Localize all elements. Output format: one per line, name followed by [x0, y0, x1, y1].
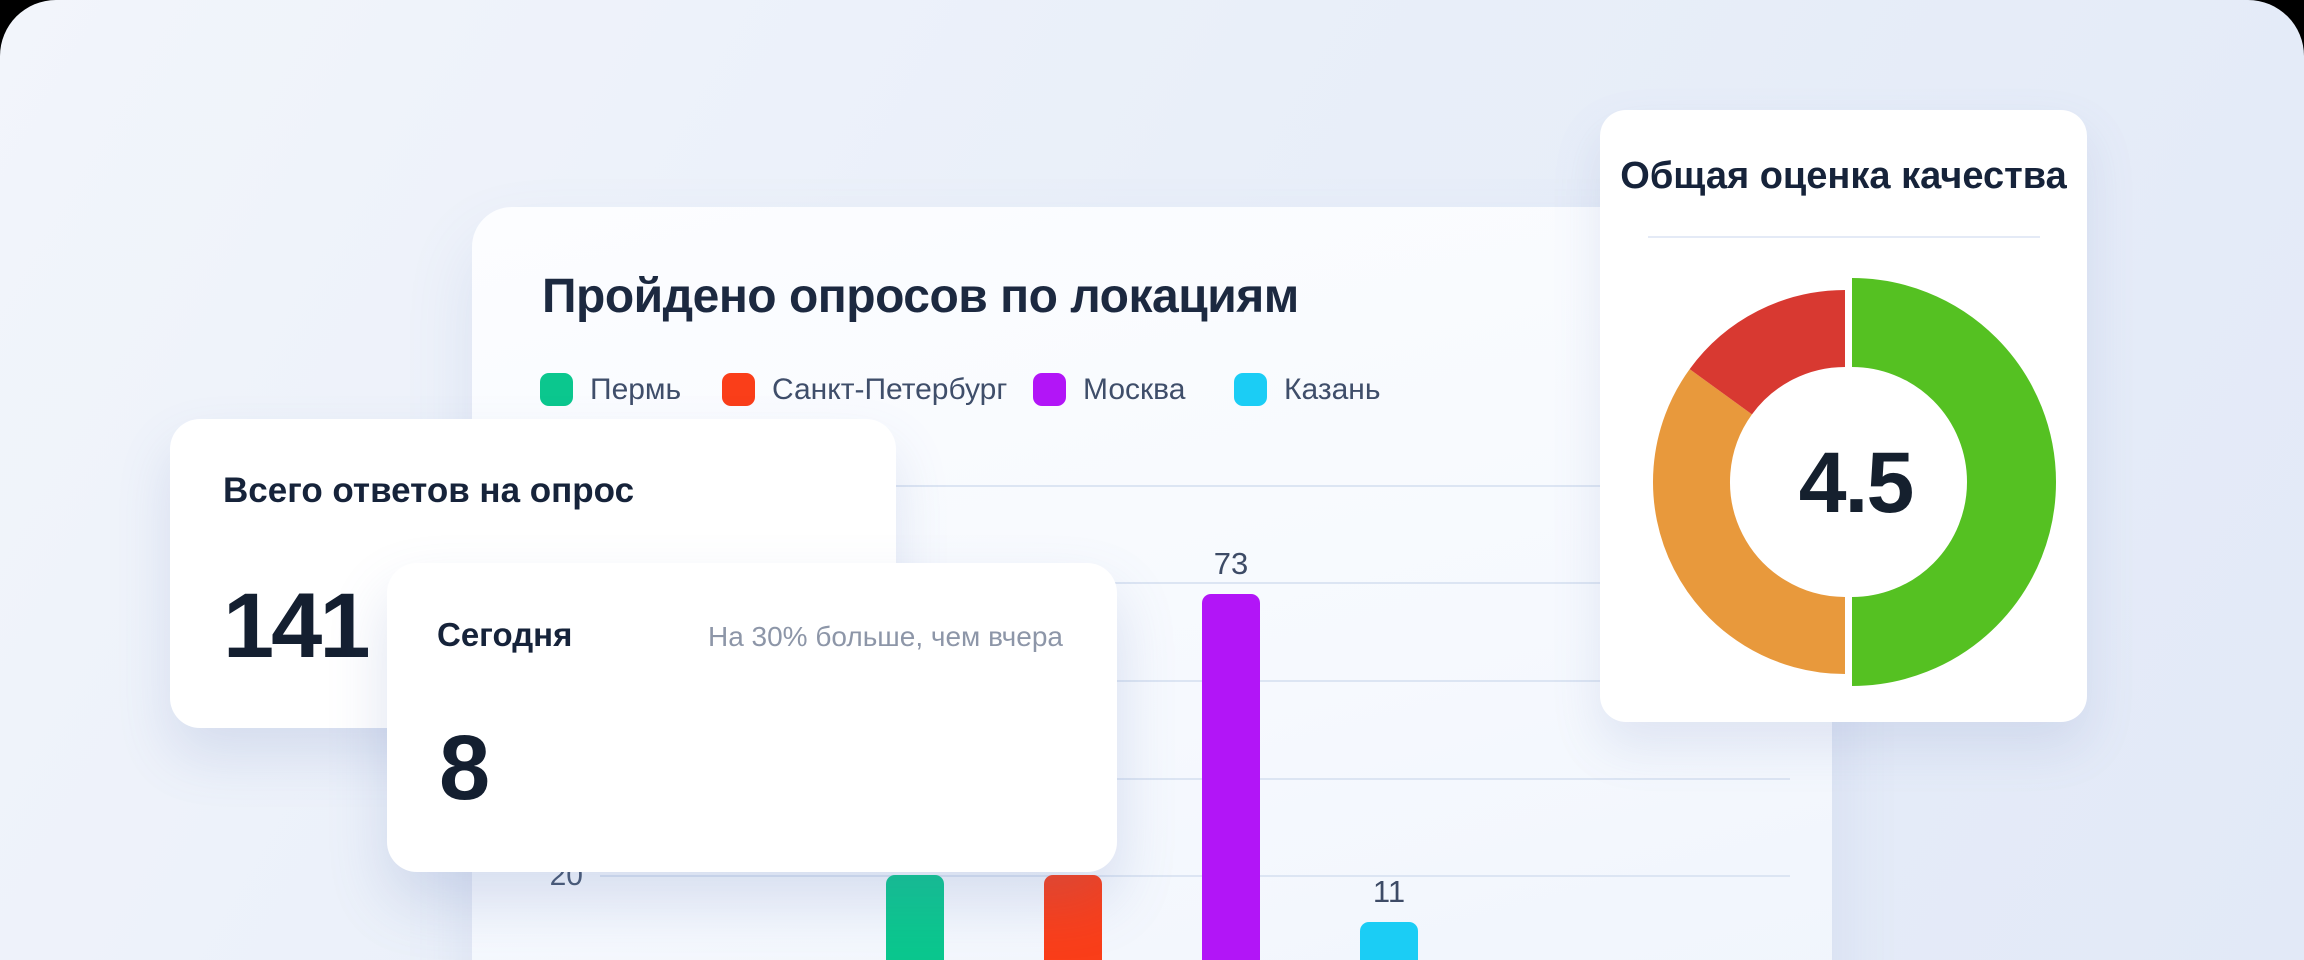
legend-item-3[interactable]: Москва: [1033, 373, 1185, 406]
gridline-100: [600, 484, 1790, 487]
legend-label: Москва: [1083, 372, 1186, 406]
legend-item-2[interactable]: Санкт-Петербург: [722, 373, 1007, 406]
donut-slice-medium[interactable]: [1653, 369, 1846, 674]
quality-score-value: 4.5: [1798, 435, 1915, 531]
gridline-20: [600, 875, 1790, 878]
total-answers-value: 141: [223, 575, 370, 677]
quality-donut-chart: [1653, 278, 2056, 686]
legend-swatch-icon: [540, 373, 573, 406]
legend-label: Пермь: [590, 372, 682, 406]
legend-item-4[interactable]: Казань: [1234, 373, 1380, 406]
legend-item-1[interactable]: Пермь: [540, 373, 681, 406]
gridline-60: [600, 679, 1790, 682]
surveys-card-title: Пройдено опросов по локациям: [542, 270, 1299, 323]
donut-slice-high[interactable]: [1850, 278, 2056, 686]
legend-swatch-icon: [1033, 373, 1066, 406]
today-card: [387, 563, 1117, 872]
bar-value-label-москва: 73: [1213, 546, 1249, 581]
today-comparison-note: На 30% больше, чем вчера: [707, 621, 1063, 652]
bar-санкт-петербург[interactable]: [1044, 875, 1102, 960]
bar-казань[interactable]: [1360, 922, 1418, 960]
quality-card-title: Общая оценка качества: [1620, 155, 2067, 197]
total-answers-title: Всего ответов на опрос: [223, 471, 635, 510]
today-value: 8: [439, 717, 491, 819]
legend-label: Санкт-Петербург: [772, 372, 1008, 406]
bar-value-label-казань: 11: [1372, 874, 1406, 909]
gridline-40: [600, 777, 1790, 780]
legend-swatch-icon: [722, 373, 755, 406]
legend-swatch-icon: [1234, 373, 1267, 406]
legend-label: Казань: [1284, 372, 1381, 406]
bar-москва[interactable]: [1202, 594, 1260, 960]
donut-slice-low[interactable]: [1689, 290, 1847, 416]
bar-пермь[interactable]: [886, 875, 944, 960]
today-title: Сегодня: [437, 616, 573, 653]
gridline-80: [600, 582, 1790, 585]
quality-card-divider: [1648, 236, 2040, 238]
